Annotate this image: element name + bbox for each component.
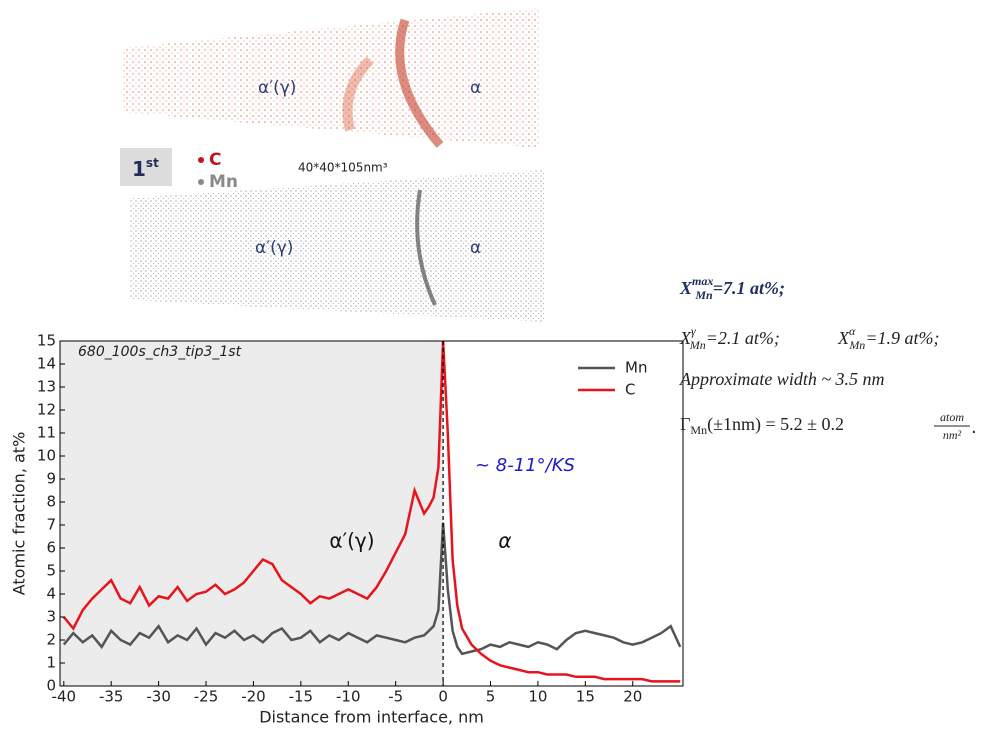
- x-tick-label: 10: [528, 688, 547, 706]
- x-tick-label: 15: [576, 688, 595, 706]
- note-sup: max: [692, 274, 713, 288]
- note: ΓMn(±1nm) = 5.2 ± 0.2: [680, 414, 844, 437]
- y-tick-label: 11: [37, 424, 56, 442]
- badge-number: 1: [132, 157, 146, 181]
- plot-frame: [59, 340, 684, 687]
- x-tick-label: 20: [623, 688, 642, 706]
- badge-sup: st: [146, 156, 159, 170]
- note-sub: Mn: [689, 338, 706, 352]
- shaded-region: [60, 341, 444, 686]
- y-tick-label: 3: [46, 608, 56, 626]
- note-symbol: X: [837, 328, 850, 348]
- x-tick-label: -10: [336, 688, 361, 706]
- manganese-interface: [415, 189, 437, 306]
- note-end: .: [971, 417, 977, 438]
- species-marker: [198, 179, 204, 185]
- manganese-reconstruction: [130, 170, 545, 322]
- note: Approximate width ~ 3.5 nm: [679, 369, 885, 389]
- note-text: =2.1 at%;: [706, 328, 780, 348]
- badge-box: [120, 148, 172, 186]
- y-tick-label: 0: [46, 677, 56, 695]
- y-tick-label: 12: [37, 401, 56, 419]
- carbon-interface: [342, 56, 374, 132]
- x-tick-label: -5: [388, 688, 403, 706]
- x-tick-label: -35: [99, 688, 124, 706]
- y-tick-label: 4: [46, 585, 56, 603]
- series-line: [62, 522, 682, 656]
- carbon-reconstruction: [122, 8, 540, 148]
- note-sub: Mn: [690, 423, 707, 437]
- note-text: (±1nm) = 5.2 ± 0.2: [707, 414, 844, 435]
- x-tick-label: -30: [146, 688, 171, 706]
- note: Xγ Mn=2.1 at%;: [679, 324, 780, 352]
- note: Xα Mn=1.9 at%;: [837, 324, 939, 352]
- annotation: α′(γ): [329, 529, 374, 553]
- species-marker: [198, 157, 204, 163]
- note-fraction-num: atom: [940, 410, 964, 424]
- note-symbol: X: [679, 328, 692, 348]
- phase-label: α: [470, 238, 481, 258]
- tomography: [120, 8, 545, 322]
- note-sub: Mn: [694, 288, 713, 302]
- badge: 1st: [132, 156, 159, 181]
- x-tick-label: 5: [486, 688, 496, 706]
- y-tick-label: 10: [37, 447, 56, 465]
- y-axis-label: Atomic fraction, at%: [10, 432, 29, 596]
- y-tick-label: 13: [37, 378, 56, 396]
- annotation: α: [498, 529, 511, 553]
- y-tick-label: 2: [46, 631, 56, 649]
- note-text: =7.1 at%;: [713, 278, 785, 298]
- annotation: 680_100s_ch3_tip3_1st: [78, 344, 242, 360]
- y-tick-label: 15: [37, 332, 56, 350]
- phase-label: α′(γ): [255, 238, 293, 258]
- y-tick-label: 5: [46, 562, 56, 580]
- x-tick-label: 0: [438, 688, 448, 706]
- note-fraction-den: nm²: [943, 428, 962, 442]
- x-tick-label: -20: [241, 688, 266, 706]
- y-tick-label: 8: [46, 493, 56, 511]
- series-line: [62, 340, 681, 683]
- volume-label: 40*40*105nm³: [298, 161, 388, 175]
- note: Xmax Mn=7.1 at%;: [679, 274, 785, 302]
- y-tick-label: 14: [37, 355, 56, 373]
- species-label: C: [209, 150, 221, 170]
- x-tick-label: -15: [289, 688, 314, 706]
- x-axis-label: Distance from interface, nm: [259, 708, 484, 727]
- note-symbol: X: [679, 278, 693, 298]
- carbon-interface: [395, 18, 444, 148]
- y-tick-label: 6: [46, 539, 56, 557]
- annotation: ~ 8-11°/KS: [475, 455, 575, 476]
- y-tick-label: 1: [46, 654, 56, 672]
- note-text: =1.9 at%;: [865, 328, 939, 348]
- legend-label: Mn: [625, 359, 647, 377]
- note-sub: Mn: [848, 338, 865, 352]
- phase-label: α: [470, 78, 481, 98]
- y-tick-label: 7: [46, 516, 56, 534]
- note-symbol: Γ: [680, 414, 690, 434]
- x-tick-label: -25: [194, 688, 219, 706]
- y-tick-label: 9: [46, 470, 56, 488]
- x-tick-label: -40: [52, 688, 77, 706]
- note-sup: α: [849, 324, 856, 338]
- note-sup: γ: [691, 324, 696, 338]
- species-label: Mn: [209, 172, 238, 192]
- phase-label: α′(γ): [258, 78, 296, 98]
- legend-label: C: [625, 381, 635, 399]
